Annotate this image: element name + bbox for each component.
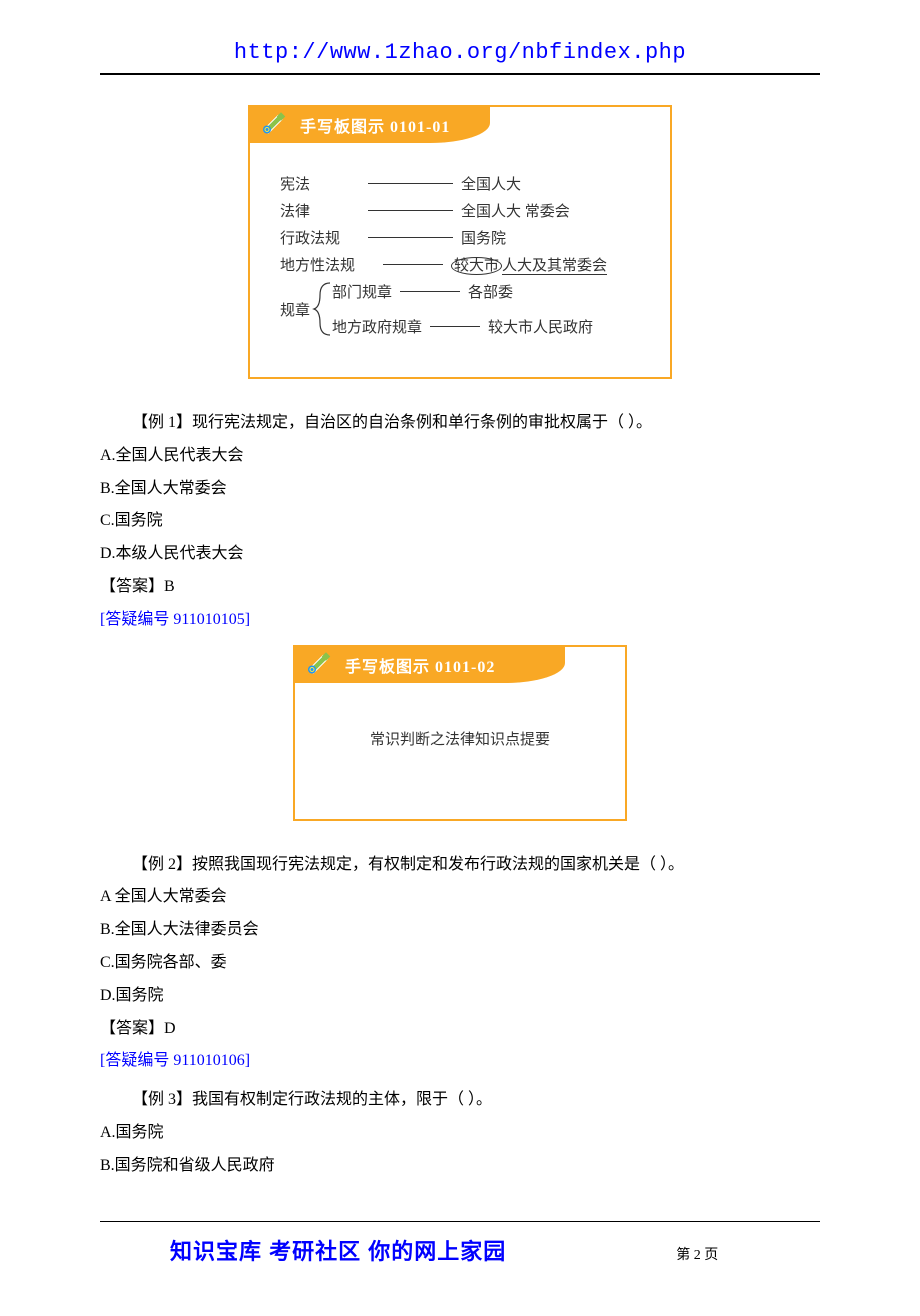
- footer-divider: [100, 1221, 820, 1222]
- diagram-2-header: 手写板图示 0101-02: [295, 647, 565, 683]
- law-right: 国务院: [461, 227, 506, 248]
- connector-line: [430, 326, 480, 327]
- rule-right: 较大市人民政府: [488, 316, 593, 337]
- q1-option-b: B.全国人大常委会: [100, 475, 820, 504]
- q2-option-c: C.国务院各部、委: [100, 949, 820, 978]
- header-url[interactable]: http://www.1zhao.org/nbfindex.php: [100, 40, 820, 65]
- diagram-1-body: 宪法 全国人大 法律 全国人大 常委会 行政法规 国务院 地方性法规 较大市人大…: [250, 143, 670, 377]
- footer-title[interactable]: 知识宝库 考研社区 你的网上家园: [170, 1234, 506, 1266]
- law-left: 行政法规: [280, 227, 360, 248]
- q1-option-c: C.国务院: [100, 507, 820, 536]
- q1-link[interactable]: [答疑编号 911010105]: [100, 606, 820, 635]
- law-row: 地方政府规章 较大市人民政府: [332, 316, 593, 337]
- law-right-circled: 较大市人大及其常委会: [451, 254, 607, 275]
- pen-icon: [260, 112, 288, 139]
- brace-icon: [312, 281, 332, 337]
- connector-line: [368, 183, 453, 184]
- law-row: 部门规章 各部委: [332, 281, 593, 302]
- q3-stem: 【例 3】我国有权制定行政法规的主体，限于（ ）。: [100, 1086, 820, 1115]
- q2-option-a: A 全国人大常委会: [100, 883, 820, 912]
- diagram-box-2: 手写板图示 0101-02 常识判断之法律知识点提要: [293, 645, 627, 821]
- diagram-1-header: 手写板图示 0101-01: [250, 107, 490, 143]
- diagram-2-body: 常识判断之法律知识点提要: [295, 683, 625, 819]
- law-row: 地方性法规 较大市人大及其常委会: [280, 254, 650, 275]
- pen-icon: [305, 651, 333, 678]
- connector-line: [400, 291, 460, 292]
- q1-answer: 【答案】B: [100, 573, 820, 602]
- page-container: http://www.1zhao.org/nbfindex.php 手写板图示 …: [0, 0, 920, 1316]
- question-3: 【例 3】我国有权制定行政法规的主体，限于（ ）。 A.国务院 B.国务院和省级…: [100, 1086, 820, 1180]
- law-left: 宪法: [280, 173, 360, 194]
- circled-text: 较大市: [451, 257, 502, 275]
- rule-items: 部门规章 各部委 地方政府规章 较大市人民政府: [332, 281, 593, 337]
- law-left: 地方性法规: [280, 254, 375, 275]
- rule-branch: 规章 部门规章 各部委 地方政府规章 较大市人民政府: [280, 281, 650, 337]
- rule-right: 各部委: [468, 281, 513, 302]
- rule-label: 规章: [280, 299, 310, 320]
- connector-line: [368, 210, 453, 211]
- law-row: 行政法规 国务院: [280, 227, 650, 248]
- q2-link[interactable]: [答疑编号 911010106]: [100, 1047, 820, 1076]
- q2-option-b: B.全国人大法律委员会: [100, 916, 820, 945]
- connector-line: [368, 237, 453, 238]
- q2-answer: 【答案】D: [100, 1015, 820, 1044]
- q2-option-d: D.国务院: [100, 982, 820, 1011]
- law-row: 宪法 全国人大: [280, 173, 650, 194]
- underlined-text: 人大及其常委会: [502, 258, 607, 275]
- q1-stem: 【例 1】现行宪法规定，自治区的自治条例和单行条例的审批权属于（ ）。: [100, 409, 820, 438]
- law-row: 法律 全国人大 常委会: [280, 200, 650, 221]
- footer-page-number: 第 2 页: [676, 1244, 718, 1264]
- law-right: 全国人大 常委会: [461, 200, 570, 221]
- q3-option-b: B.国务院和省级人民政府: [100, 1152, 820, 1181]
- law-left: 法律: [280, 200, 360, 221]
- footer: 知识宝库 考研社区 你的网上家园 第 2 页: [100, 1234, 820, 1286]
- diagram-1-title: 手写板图示 0101-01: [300, 119, 450, 136]
- connector-line: [383, 264, 443, 265]
- q1-option-a: A.全国人民代表大会: [100, 442, 820, 471]
- q3-option-a: A.国务院: [100, 1119, 820, 1148]
- law-right: 全国人大: [461, 173, 521, 194]
- question-2: 【例 2】按照我国现行宪法规定，有权制定和发布行政法规的国家机关是（ ）。 A …: [100, 851, 820, 1077]
- header-divider: [100, 73, 820, 75]
- q2-stem: 【例 2】按照我国现行宪法规定，有权制定和发布行政法规的国家机关是（ ）。: [100, 851, 820, 880]
- q1-option-d: D.本级人民代表大会: [100, 540, 820, 569]
- rule-left: 地方政府规章: [332, 316, 422, 337]
- diagram-box-1: 手写板图示 0101-01 宪法 全国人大 法律 全国人大 常委会 行政法规 国…: [248, 105, 672, 379]
- question-1: 【例 1】现行宪法规定，自治区的自治条例和单行条例的审批权属于（ ）。 A.全国…: [100, 409, 820, 635]
- rule-left: 部门规章: [332, 281, 392, 302]
- diagram-2-title: 手写板图示 0101-02: [345, 659, 495, 676]
